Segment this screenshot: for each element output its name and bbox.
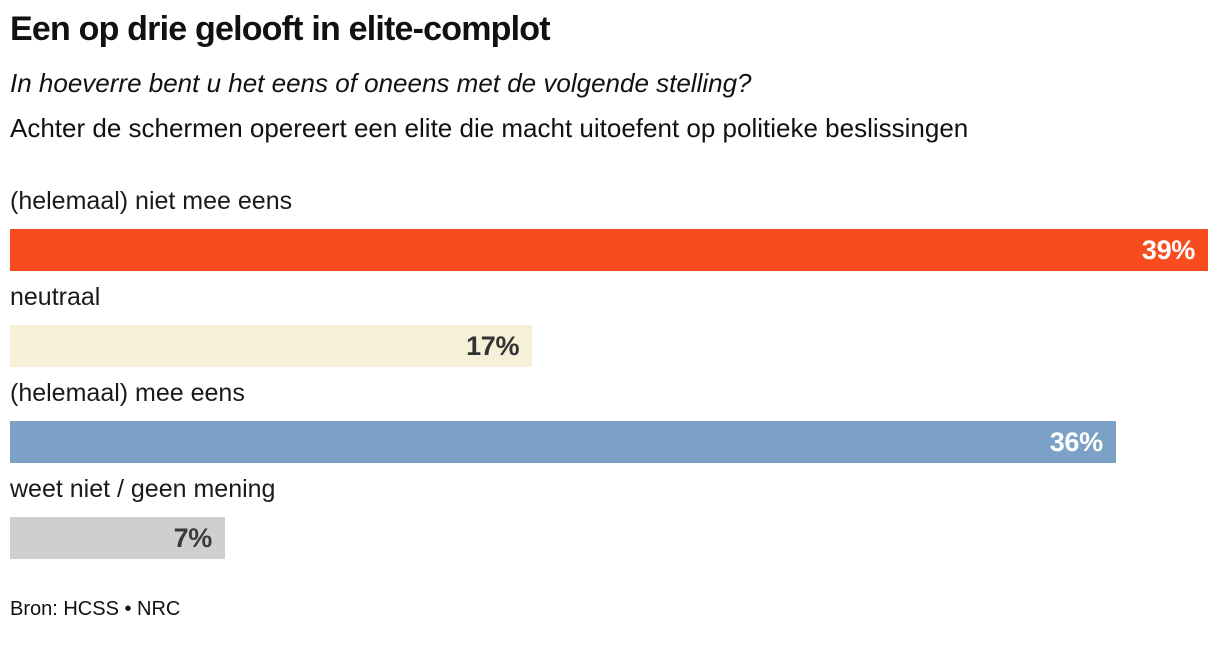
bar: 36% <box>10 421 1116 463</box>
bar: 17% <box>10 325 533 367</box>
value-label: 7% <box>173 522 213 553</box>
bar: 7% <box>10 517 226 559</box>
source-note: Bron: HCSS • NRC <box>10 598 181 620</box>
category-label: neutraal <box>10 283 101 311</box>
category-label: (helemaal) mee eens <box>10 379 245 407</box>
bar: 39% <box>10 229 1208 271</box>
bar-row: (helemaal) niet mee eens 39% <box>10 186 1208 271</box>
category-label: weet niet / geen mening <box>10 475 276 503</box>
chart-question: In hoeverre bent u het eens of oneens me… <box>10 68 752 98</box>
bar-row: neutraal 17% <box>10 282 1208 367</box>
value-label: 17% <box>466 330 520 361</box>
value-label: 39% <box>1141 234 1195 265</box>
bar-row: weet niet / geen mening 7% <box>10 474 1208 559</box>
category-label: (helemaal) niet mee eens <box>10 187 293 215</box>
page-title: Een op drie gelooft in elite-complot <box>10 10 551 48</box>
value-label: 36% <box>1049 426 1103 457</box>
bar-row: (helemaal) mee eens 36% <box>10 378 1208 463</box>
chart-statement: Achter de schermen opereert een elite di… <box>10 113 969 143</box>
bar-chart: (helemaal) niet mee eens 39% neutraal 17% (h… <box>10 186 1208 559</box>
